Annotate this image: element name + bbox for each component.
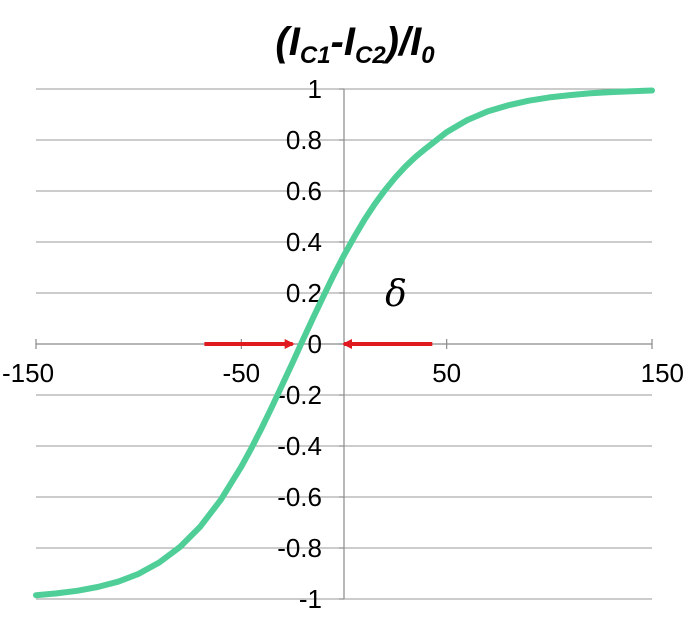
y-tick-label-7: -0.4 <box>277 431 322 461</box>
title-part-2: -I <box>331 20 356 64</box>
x-tick-label-3: 150 <box>641 358 684 388</box>
y-tick-label-2: 0.6 <box>286 176 322 206</box>
y-tick-label-3: 0.4 <box>286 227 322 257</box>
title-part-3: )/I <box>382 20 422 64</box>
y-tick-label-8: -0.6 <box>277 482 322 512</box>
annotation-layer: δ <box>204 274 433 349</box>
series-layer <box>33 87 655 599</box>
title-subscript-3: 0 <box>421 42 435 69</box>
y-tick-label-9: -0.8 <box>277 533 322 563</box>
y-tick-label-10: -1 <box>299 584 322 614</box>
x-tick-labels: -150 -50 50 150 <box>2 358 684 388</box>
title-subscript-2: C2 <box>355 42 386 69</box>
x-tick-label-0: -150 <box>2 358 54 388</box>
title-subscript-1: C1 <box>300 42 331 69</box>
y-tick-label-1: 0.8 <box>286 125 322 155</box>
x-tick-label-2: 50 <box>432 358 461 388</box>
title-part-1: (I <box>275 20 300 64</box>
series-line-0 <box>33 87 655 599</box>
chart-title: (IC1-IC2)/I0 <box>275 20 435 69</box>
y-tick-labels: 10.80.60.40.20-0.2-0.4-0.6-0.8-1 <box>277 74 322 614</box>
y-tick-label-0: 1 <box>308 74 322 104</box>
delta-label: δ <box>385 274 407 315</box>
x-tick-label-1: -50 <box>223 358 261 388</box>
y-tick-label-5: 0 <box>308 329 322 359</box>
y-tick-label-4: 0.2 <box>286 278 322 308</box>
